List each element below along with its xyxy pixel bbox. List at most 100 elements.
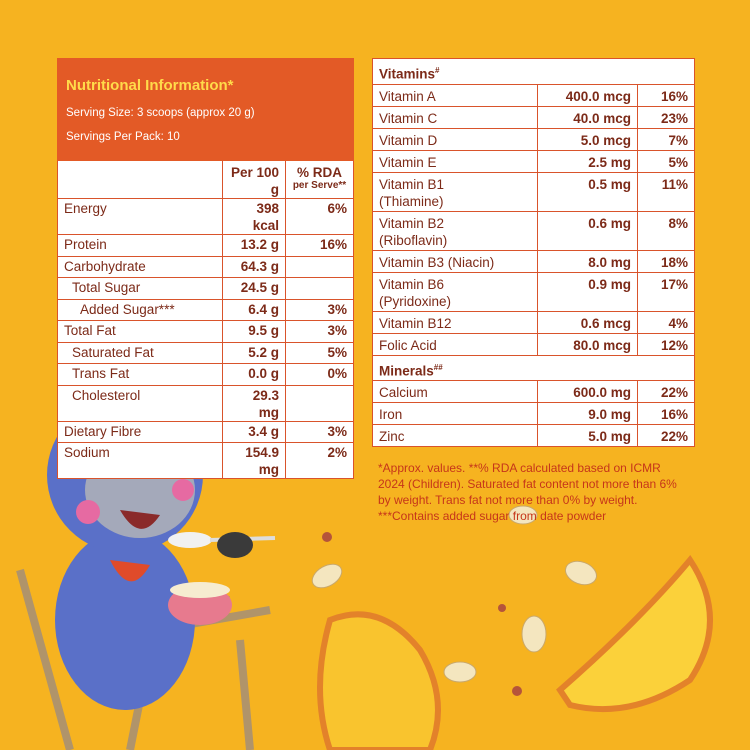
nutrient-name: Trans Fat — [57, 363, 223, 386]
nutrient-name: Total Sugar — [57, 277, 223, 300]
row: Dietary Fibre 3.4 g 3% — [57, 420, 355, 443]
footnote: *Approx. values. **% RDA calculated base… — [378, 461, 677, 507]
nutrient-value: 6% — [284, 198, 355, 235]
nutrient-value: 16% — [284, 234, 355, 257]
section-mark: # — [435, 66, 440, 75]
nutrient-value: 3.4 g — [222, 420, 286, 443]
row: Cholesterol 29.3 mg — [57, 384, 355, 422]
nutrient-value: 5.2 g — [222, 341, 286, 364]
nutrient-value: 8% — [636, 210, 696, 251]
row: Vitamin E 2.5 mg 5% — [372, 149, 696, 173]
nutrient-name: Vitamin B2 (Riboflavin) — [372, 210, 538, 251]
column-header: % RDA — [297, 165, 343, 180]
row: Folic Acid 80.0 mcg 12% — [372, 332, 696, 356]
nutrient-name: Zinc — [372, 424, 538, 447]
nutrient-value: 0.0 g — [222, 363, 286, 386]
nutrient-name: Vitamin E — [372, 149, 538, 173]
nutrient-value: 3% — [284, 420, 355, 443]
title: Nutritional Information* — [66, 77, 234, 94]
nutrient-value: 80.0 mcg — [537, 332, 638, 356]
nutrient-name: Calcium — [372, 380, 538, 403]
nutrient-name: Total Fat — [57, 320, 223, 343]
nutrient-value: 0.5 mg — [537, 171, 638, 212]
section-mark: ## — [433, 362, 443, 372]
section-title: Vitamins# — [371, 58, 696, 85]
nutrient-name: Vitamin C — [372, 105, 538, 129]
nutrient-value: 29.3 mg — [222, 384, 286, 422]
nutrient-value: 23% — [636, 105, 696, 129]
nutrient-name: Carbohydrate — [57, 255, 223, 278]
section-title: Minerals## — [371, 354, 696, 381]
nutrient-name: Sodium — [57, 442, 223, 479]
nutrient-name: Iron — [372, 402, 538, 425]
row: Carbohydrate 64.3 g — [57, 255, 355, 278]
nutrient-value: 0% — [284, 363, 355, 386]
serving-size: Serving Size: 3 scoops (approx 20 g) — [66, 107, 255, 119]
nutrient-value: 2.5 mg — [537, 149, 638, 173]
nutrient-value: 9.0 mg — [537, 402, 638, 425]
nutrient-name: Saturated Fat — [57, 341, 223, 364]
nutrient-value — [284, 384, 355, 422]
row: Zinc 5.0 mg 22% — [372, 424, 696, 447]
section-name: Minerals — [379, 363, 434, 378]
nutrient-value: 2% — [284, 442, 355, 479]
section-name: Vitamins — [379, 66, 436, 82]
nutrient-value: 5.0 mcg — [537, 127, 638, 151]
nutrient-value: 4% — [636, 310, 696, 334]
nutrient-value: 16% — [636, 402, 696, 425]
nutrient-value: 13.2 g — [222, 234, 286, 257]
nutrient-value: 6.4 g — [222, 298, 286, 321]
footnotes: *Approx. values. **% RDA calculated base… — [378, 460, 688, 524]
row: Total Fat 9.5 g 3% — [57, 320, 355, 343]
nutrient-name: Vitamin B6 (Pyridoxine) — [372, 271, 538, 312]
nutrient-value: 398 kcal — [222, 198, 286, 235]
row: Vitamin B2 (Riboflavin) 0.6 mg 8% — [372, 210, 696, 251]
nutrient-value: 40.0 mcg — [537, 105, 638, 129]
nutrient-value: 64.3 g — [222, 255, 286, 278]
nutrient-name: Protein — [57, 234, 223, 257]
row: Vitamin B12 0.6 mcg 4% — [372, 310, 696, 334]
nutrient-value — [284, 277, 355, 300]
nutrient-value: 7% — [636, 127, 696, 151]
nutrient-value: 154.9 mg — [222, 442, 286, 479]
nutrient-value: 12% — [636, 332, 696, 356]
section-row: Vitamins# — [371, 58, 696, 85]
nutrient-name: Vitamin B3 (Niacin) — [372, 249, 538, 273]
nutrient-value: 5% — [636, 149, 696, 173]
nutrient-value: 5.0 mg — [537, 424, 638, 447]
nutrient-value: 600.0 mg — [537, 380, 638, 403]
nutrient-name: Cholesterol — [57, 384, 223, 422]
row: Vitamin B6 (Pyridoxine) 0.9 mg 17% — [372, 271, 696, 312]
nutrient-name: Vitamin A — [372, 83, 538, 107]
nutrient-name: Added Sugar*** — [57, 298, 223, 321]
nutrient-value: 9.5 g — [222, 320, 286, 343]
row: Vitamin B1 (Thiamine) 0.5 mg 11% — [372, 171, 696, 212]
column-header: Per 100 g — [222, 160, 286, 199]
row: Iron 9.0 mg 16% — [372, 402, 696, 425]
nutrient-value: 5% — [284, 341, 355, 364]
nutrient-value: 3% — [284, 320, 355, 343]
nutrient-value: 22% — [636, 424, 696, 447]
row: Vitamin B3 (Niacin) 8.0 mg 18% — [372, 249, 696, 273]
nutrient-value: 0.6 mg — [537, 210, 638, 251]
nutrient-value: 22% — [636, 380, 696, 403]
nutrient-value: 11% — [636, 171, 696, 212]
footnote: ***Contains added sugar from date powder — [378, 509, 607, 523]
nutrient-name: Vitamin B12 — [372, 310, 538, 334]
nutrient-value: 16% — [636, 83, 696, 107]
nutrient-value: 400.0 mcg — [537, 83, 638, 107]
nutrient-value: 18% — [636, 249, 696, 273]
row: Saturated Fat 5.2 g 5% — [57, 341, 355, 364]
row: Total Sugar 24.5 g — [57, 277, 355, 300]
nutrition-header: Nutritional Information* Serving Size: 3… — [56, 58, 355, 161]
nutrient-value: 0.6 mcg — [537, 310, 638, 334]
row: Energy 398 kcal 6% — [57, 198, 355, 235]
nutrient-name: Dietary Fibre — [57, 420, 223, 443]
row: Protein 13.2 g 16% — [57, 234, 355, 257]
nutrient-name: Vitamin D — [372, 127, 538, 151]
row: Added Sugar*** 6.4 g 3% — [57, 298, 355, 321]
nutrient-name: Energy — [57, 198, 223, 235]
section-row: Minerals## — [371, 354, 696, 381]
nutrient-value — [284, 255, 355, 278]
